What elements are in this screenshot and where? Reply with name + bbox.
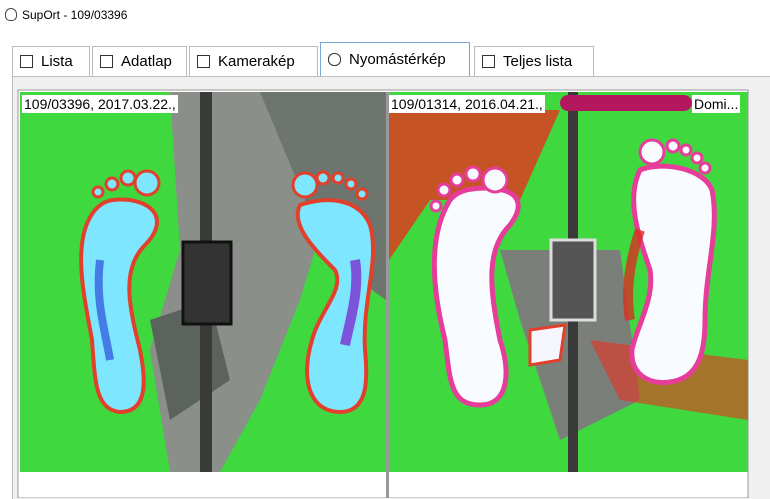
panel-caption: 109/01314, 2016.04.21., (389, 95, 545, 113)
redacted-name (560, 95, 692, 111)
title-bar: SupOrt - 109/03396 (0, 0, 770, 30)
tab-label: Kamerakép (218, 53, 295, 70)
tab-active[interactable]: Nyomástérkép (320, 42, 470, 76)
app-icon (5, 8, 17, 21)
panel-divider (386, 92, 389, 498)
right-pressure-map (389, 92, 748, 472)
panel-caption-end: Domi... (692, 95, 741, 113)
window-title: SupOrt - 109/03396 (22, 8, 128, 22)
tab-label: Nyomástérkép (349, 51, 446, 68)
tab[interactable]: Lista (12, 46, 90, 76)
tab-label: Adatlap (121, 53, 172, 70)
panel-caption: 109/03396, 2017.03.22., (22, 95, 178, 113)
tab-label: Teljes lista (503, 53, 573, 70)
tab[interactable]: Kamerakép (189, 46, 318, 76)
left-pressure-map (20, 92, 386, 472)
tab[interactable]: Teljes lista (474, 46, 594, 76)
tab[interactable]: Adatlap (92, 46, 187, 76)
tab-label: Lista (41, 53, 73, 70)
